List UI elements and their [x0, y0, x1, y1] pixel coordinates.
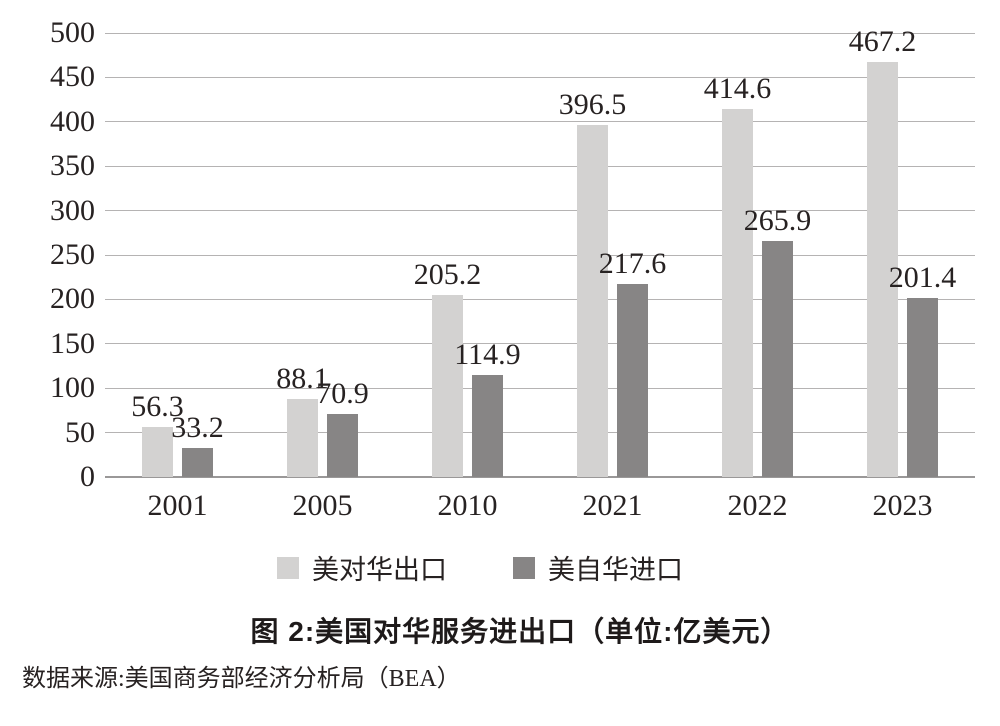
bar-value-label: 217.6	[598, 246, 667, 280]
legend-label-exports: 美对华出口	[312, 555, 447, 585]
bar-value-label: 88.1	[276, 361, 329, 395]
gridline	[105, 76, 975, 78]
y-tick-label: 500	[50, 16, 95, 49]
x-tick-label: 2022	[727, 489, 788, 522]
bar-2022-series-1	[762, 240, 793, 477]
legend-label-imports: 美自华进口	[548, 555, 683, 585]
y-tick-label: 200	[50, 282, 95, 316]
y-tick-label: 0	[80, 460, 95, 493]
source-note: 数据来源:美国商务部经济分析局（BEA）	[22, 666, 461, 692]
bar-2005-series-0	[287, 398, 318, 477]
y-tick-label: 150	[50, 326, 95, 360]
bar-value-label: 396.5	[558, 87, 627, 121]
bar-2023-series-0	[867, 62, 898, 477]
bar-value-label: 414.6	[703, 71, 772, 105]
gridline	[105, 210, 975, 212]
gridline	[105, 298, 975, 300]
bar-value-label: 201.4	[888, 261, 957, 295]
bar-2001-series-1	[182, 447, 213, 477]
bar-value-label: 114.9	[454, 337, 521, 371]
y-tick-label: 450	[50, 60, 95, 94]
bar-2010-series-1	[472, 374, 503, 477]
gridline	[105, 254, 975, 256]
y-tick-label: 300	[50, 193, 95, 227]
gridline	[105, 387, 975, 389]
bar-2010-series-0	[432, 294, 463, 477]
bar-value-label: 56.3	[131, 390, 184, 423]
legend-swatch-exports-icon	[277, 556, 299, 579]
chart-legend: 美对华出口 美自华进口	[0, 548, 960, 587]
bar-value-label: 265.9	[743, 203, 812, 237]
legend-item-imports: 美自华进口	[513, 548, 683, 587]
bar-2022-series-0	[722, 108, 753, 477]
gridline	[105, 32, 975, 34]
x-tick-label: 2010	[437, 489, 498, 522]
legend-swatch-imports-icon	[513, 556, 535, 579]
gridline	[105, 165, 975, 167]
bar-2005-series-1	[327, 414, 358, 477]
y-tick-label: 400	[50, 104, 95, 138]
x-tick-label: 2005	[292, 489, 353, 522]
gridline	[105, 121, 975, 123]
y-tick-label: 250	[50, 238, 95, 271]
bar-value-label: 467.2	[848, 25, 917, 59]
gridline	[105, 432, 975, 434]
bar-2021-series-0	[577, 124, 608, 477]
legend-item-exports: 美对华出口	[277, 548, 447, 587]
bar-value-label: 70.9	[316, 377, 369, 411]
gridline	[105, 343, 975, 345]
bar-2021-series-1	[617, 283, 648, 477]
chart-title: 图 2:美国对华服务进出口（单位:亿美元）	[250, 616, 790, 647]
y-tick-label: 100	[50, 371, 95, 405]
x-tick-label: 2021	[582, 489, 643, 522]
bar-2023-series-1	[907, 298, 938, 477]
bar-2001-series-0	[142, 427, 173, 477]
x-axis-line	[105, 476, 975, 478]
bar-value-label: 205.2	[413, 257, 482, 291]
y-tick-label: 350	[50, 149, 95, 183]
bar-value-label: 33.2	[171, 410, 224, 444]
y-tick-label: 50	[65, 415, 95, 449]
x-tick-label: 2001	[147, 489, 208, 522]
x-tick-label: 2023	[872, 489, 933, 522]
